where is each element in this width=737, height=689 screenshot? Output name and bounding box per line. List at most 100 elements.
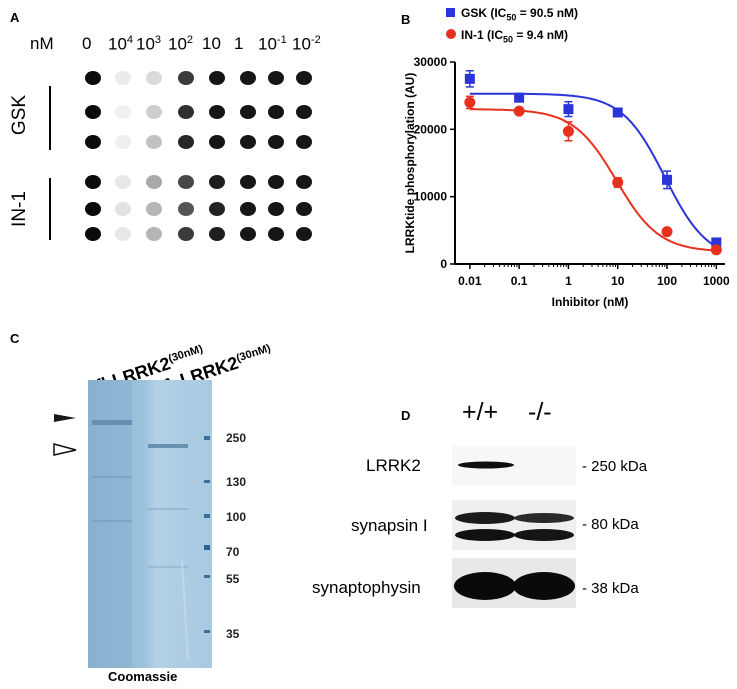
blot-dot xyxy=(146,105,162,119)
blot-synaptophysin xyxy=(452,558,576,608)
blot-dot xyxy=(209,227,225,241)
fit-curve-gsk xyxy=(469,92,717,248)
blot-dot xyxy=(146,227,162,241)
blot-dot xyxy=(115,202,131,216)
y-tick-label: 20000 xyxy=(414,122,448,136)
conc-label: 102 xyxy=(168,34,194,54)
conc-label: 103 xyxy=(136,34,162,54)
unit-label: nM xyxy=(30,34,54,53)
x-tick-label: 0.1 xyxy=(511,274,528,288)
panel-b-label: B xyxy=(401,12,411,27)
blot-dot xyxy=(296,202,312,216)
blot-dot xyxy=(268,202,284,216)
mw-marker-label: 250 xyxy=(226,431,247,445)
blot-dot xyxy=(240,227,256,241)
row-label-in1: IN-1 xyxy=(9,191,30,227)
blot-dot xyxy=(209,202,225,216)
y-axis-label: LRRKtide phosphorylation (AU) xyxy=(403,73,417,254)
panel-a-label: A xyxy=(10,10,20,25)
in1-bracket xyxy=(49,178,51,240)
panel-d-label: D xyxy=(401,408,411,423)
blot-dot xyxy=(296,135,312,149)
x-tick-label: 1000 xyxy=(703,274,730,288)
blot-dot xyxy=(240,105,256,119)
column-ko: -/- xyxy=(528,398,552,426)
y-tick-label: 30000 xyxy=(414,55,448,69)
data-point-in1 xyxy=(661,226,673,238)
blot-dot xyxy=(209,105,225,119)
fit-curve-in1 xyxy=(469,108,717,252)
blot-dot xyxy=(268,175,284,189)
legend-item-gsk: GSK (IC50 = 90.5 nM) xyxy=(446,4,578,26)
data-point-gsk xyxy=(612,107,623,118)
blot-dot xyxy=(296,105,312,119)
y-tick-label: 10000 xyxy=(414,190,448,204)
x-axis-label: Inhibitor (nM) xyxy=(552,295,629,309)
blot-dot xyxy=(85,71,101,85)
dot-blot-svg xyxy=(85,71,312,241)
kda-250: - 250 kDa xyxy=(582,458,648,475)
data-point-in1 xyxy=(464,96,476,108)
wb-row-synapsin: synapsin I xyxy=(351,516,428,535)
gel-svg xyxy=(88,380,212,668)
blot-dot xyxy=(85,175,101,189)
blot-dot xyxy=(146,175,162,189)
legend-item-in1: IN-1 (IC50 = 9.4 nM) xyxy=(446,26,578,48)
kda-80: - 80 kDa xyxy=(582,516,639,533)
coomassie-gel xyxy=(88,380,212,668)
blot-synapsin xyxy=(452,500,576,550)
x-tick-label: 100 xyxy=(657,274,677,288)
blot-dot xyxy=(115,105,131,119)
open-arrowhead-icon xyxy=(53,443,77,456)
data-point-gsk xyxy=(711,237,722,248)
row-label-gsk: GSK xyxy=(9,94,30,136)
blot-lrrk2 xyxy=(452,446,576,486)
blot-dot xyxy=(240,135,256,149)
mw-marker-label: 70 xyxy=(226,545,240,559)
blot-dot xyxy=(209,175,225,189)
blot-dot xyxy=(268,105,284,119)
blot-dot xyxy=(178,105,194,119)
data-point-gsk xyxy=(464,73,475,84)
blot-dot xyxy=(85,227,101,241)
mw-marker-label: 130 xyxy=(226,475,247,489)
legend-square-icon xyxy=(446,8,455,17)
blot-dot xyxy=(178,202,194,216)
x-tick-label: 0.01 xyxy=(458,274,482,288)
fl-lrrk2-band xyxy=(92,420,132,425)
dot-blot xyxy=(66,58,330,258)
blot-dot xyxy=(296,175,312,189)
blot-dot xyxy=(240,175,256,189)
blot-dot xyxy=(178,71,194,85)
blot-dot xyxy=(146,135,162,149)
conc-label: 1 xyxy=(234,34,244,53)
conc-label: 10 xyxy=(202,34,221,53)
wb-row-synaptophysin: synaptophysin xyxy=(312,578,421,597)
mw-marker-label: 100 xyxy=(226,510,247,524)
x-tick-label: 1 xyxy=(565,274,572,288)
blot-dot xyxy=(268,135,284,149)
blot-dot xyxy=(146,71,162,85)
blot-dot xyxy=(268,227,284,241)
legend-circle-icon xyxy=(446,29,456,40)
x-tick-label: 10 xyxy=(611,274,625,288)
blot-dot xyxy=(146,202,162,216)
blot-dot xyxy=(268,71,284,85)
blot-dot xyxy=(115,227,131,241)
dose-response-chart: 0 10000 20000 30000 0.01 0.1 1 10 100 1000 Inhibit… xyxy=(403,55,730,309)
mw-marker-label: 55 xyxy=(226,572,240,586)
gel-caption: Coomassie xyxy=(108,669,178,684)
blot-dot xyxy=(85,135,101,149)
conc-label: 0 xyxy=(82,34,92,53)
blot-dot xyxy=(296,71,312,85)
blot-dot xyxy=(85,202,101,216)
data-point-in1 xyxy=(513,105,525,117)
blot-dot xyxy=(240,71,256,85)
filled-arrowhead-icon xyxy=(54,414,76,422)
conc-label: 10-1 xyxy=(258,34,287,54)
conc-label: 104 xyxy=(108,34,134,54)
conc-label: 10-2 xyxy=(292,34,321,54)
kda-38: - 38 kDa xyxy=(582,580,639,597)
blot-dot xyxy=(178,227,194,241)
gel-arrows xyxy=(53,414,77,456)
